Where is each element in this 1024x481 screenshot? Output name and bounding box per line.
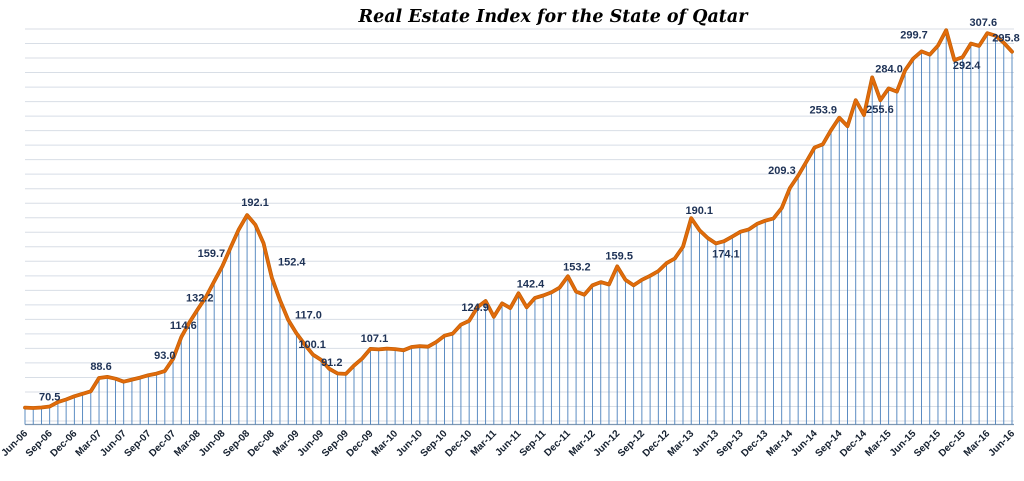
x-tick-label: Dec-11 [542, 428, 573, 459]
data-label: 190.1 [685, 205, 713, 217]
x-tick-label: Mar-08 [172, 428, 203, 459]
data-label: 70.5 [39, 392, 60, 404]
x-tick-label: Dec-15 [937, 428, 968, 459]
x-tick-label: Dec-08 [246, 428, 277, 459]
data-label: 107.1 [361, 333, 389, 345]
x-tick-label: Dec-13 [739, 428, 770, 459]
data-label: 153.2 [563, 261, 591, 273]
data-label: 91.2 [321, 357, 342, 369]
x-tick-label: Dec-12 [641, 428, 672, 459]
x-tick-label: Mar-13 [666, 428, 697, 459]
data-label: 100.1 [298, 339, 326, 351]
x-tick-label: Jun-16 [987, 428, 1018, 459]
x-tick-label: Dec-07 [147, 428, 178, 459]
data-label: 253.9 [810, 105, 838, 117]
x-axis-labels-group: Jun-06Sep-06Dec-06Mar-07Jun-07Sep-07Dec-… [0, 428, 1017, 459]
data-label: 192.1 [241, 197, 269, 209]
x-tick-label: Dec-10 [443, 428, 474, 459]
data-label: 142.4 [517, 278, 545, 290]
data-label: 255.6 [866, 104, 894, 116]
data-label: 159.7 [198, 248, 226, 260]
data-label: 209.3 [768, 165, 796, 177]
x-tick-label: Mar-12 [567, 428, 598, 459]
x-tick-label: Mar-09 [271, 428, 302, 459]
x-tick-label: Mar-10 [370, 428, 401, 459]
x-tick-label: Dec-06 [48, 428, 79, 459]
x-tick-label: Mar-07 [74, 428, 105, 459]
data-label: 88.6 [90, 361, 111, 373]
data-label: 307.6 [970, 17, 998, 29]
data-label: 152.4 [278, 257, 306, 269]
data-label: 292.4 [953, 60, 981, 72]
data-label: 174.1 [712, 248, 740, 260]
x-tick-label: Dec-09 [345, 428, 376, 459]
x-tick-label: Sep-11 [518, 428, 549, 459]
x-tick-label: Mar-14 [764, 428, 795, 459]
x-tick-label: Mar-16 [962, 428, 993, 459]
data-label: 159.5 [605, 250, 633, 262]
x-tick-label: Dec-14 [838, 428, 869, 459]
index-line [23, 29, 1014, 410]
data-label: 117.0 [295, 309, 322, 321]
droplines-group [24, 30, 1013, 425]
chart-title: Real Estate Index for the State of Qatar [358, 7, 750, 27]
data-labels-group: 70.5 88.6 93.0 114.6 132.2 159.7 192.1 152.4 117… [39, 17, 1020, 403]
data-label: 299.7 [900, 30, 928, 42]
x-tick-label: Mar-15 [863, 428, 894, 459]
series-line-group [23, 28, 1014, 410]
data-label: 284.0 [875, 63, 903, 75]
data-label: 124.9 [461, 302, 489, 314]
x-tick-label: Mar-11 [469, 428, 499, 458]
gridlines-group [25, 28, 1014, 426]
data-label: 93.0 [154, 350, 175, 362]
data-label: 132.2 [186, 292, 214, 304]
data-label: 114.6 [170, 320, 197, 332]
data-label: 295.8 [992, 33, 1020, 45]
